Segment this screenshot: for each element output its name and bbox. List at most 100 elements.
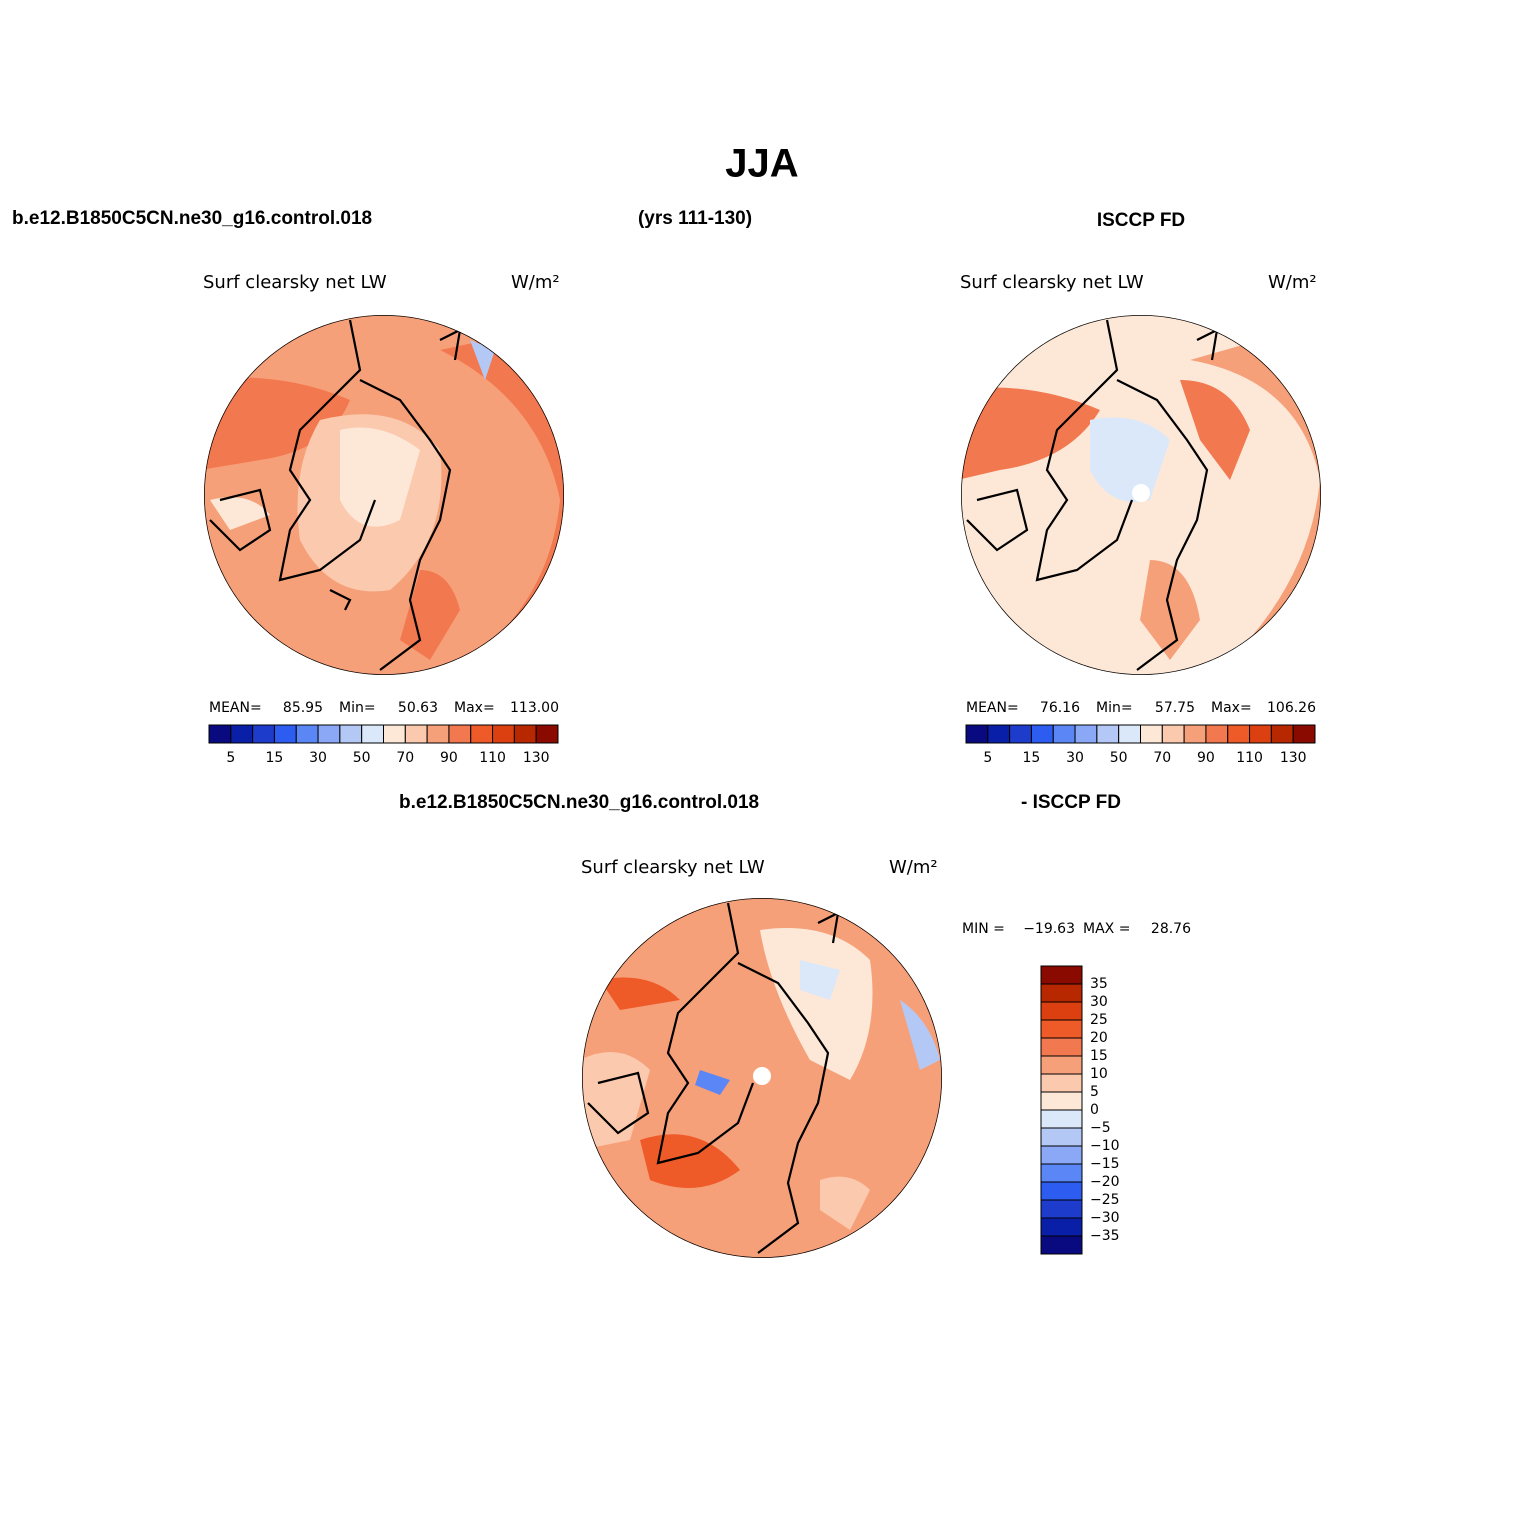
stat-label: Max= [1211,700,1252,716]
colorbar-label: 5 [1090,1084,1099,1100]
colorbar-label: 0 [1090,1102,1099,1118]
variable-name: Surf clearsky net LW [203,272,387,293]
stat-value: 57.75 [1155,700,1195,716]
stat-value: 85.95 [283,700,323,716]
colorbar-swatch [1205,724,1229,744]
colorbar-swatch [361,724,384,744]
colorbar-swatch [1040,1181,1083,1201]
colorbar-swatch [987,724,1011,744]
colorbar-swatch [1040,1199,1083,1219]
colorbar-label: −5 [1090,1120,1111,1136]
colorbar-label: 15 [266,750,284,766]
colorbar-label: −15 [1090,1156,1120,1172]
diff-obs-name: - ISCCP FD [1021,792,1121,813]
colorbar-label: 110 [1236,750,1263,766]
colorbar-label: −10 [1090,1138,1120,1154]
colorbar-swatch [404,724,428,744]
colorbar-label: 70 [1153,750,1171,766]
colorbar-swatch [1040,1055,1083,1075]
colorbar-swatch [1040,1145,1083,1165]
colorbar-label: 130 [1280,750,1307,766]
colorbar-swatch [1040,1127,1083,1147]
colorbar-swatch [1040,1109,1083,1129]
colorbar-swatch [1030,724,1054,744]
colorbar-swatch [470,724,494,744]
colorbar-swatch [1040,1235,1083,1255]
colorbar-swatch [1292,724,1316,744]
colorbar-swatch [965,724,989,744]
colorbar-swatch [208,724,232,744]
colorbar-swatch [1140,724,1163,744]
title: JJA [725,142,798,186]
colorbar-label: 90 [1197,750,1215,766]
stat-value: 106.26 [1267,700,1316,716]
colorbar-label: −35 [1090,1228,1120,1244]
colorbar-swatch [1040,983,1083,1003]
colorbar-swatch [383,724,406,744]
stat-label: MAX = [1083,921,1130,937]
stat-label: Min= [1096,700,1133,716]
colorbar-swatch [273,724,297,744]
colorbar-label: 30 [1066,750,1084,766]
stat-value: 76.16 [1040,700,1080,716]
colorbar-label: 10 [1090,1066,1108,1082]
colorbar-label: 30 [309,750,327,766]
units: W/m² [1268,272,1317,293]
case-name: b.e12.B1850C5CN.ne30_g16.control.018 [12,208,372,229]
colorbar-swatch [1040,965,1083,985]
colorbar-swatch [1040,1037,1083,1057]
colorbar-label: 70 [396,750,414,766]
colorbar-swatch [1040,1163,1083,1183]
colorbar-swatch [1096,724,1120,744]
stat-value: 113.00 [510,700,559,716]
colorbar-swatch [513,724,537,744]
stat-label: MEAN= [209,700,262,716]
colorbar-swatch [1009,724,1032,744]
colorbar-swatch [1040,1073,1083,1093]
colorbar-swatch [339,724,363,744]
variable-name: Surf clearsky net LW [960,272,1144,293]
stat-label: Max= [454,700,495,716]
colorbar-swatch [1270,724,1294,744]
units: W/m² [511,272,560,293]
colorbar-swatch [317,724,341,744]
map-difference [582,898,942,1258]
colorbar-label: 5 [983,750,992,766]
colorbar-label: −30 [1090,1210,1120,1226]
colorbar-swatch [1040,1091,1083,1111]
colorbar-swatch [448,724,472,744]
colorbar-swatch [1227,724,1251,744]
colorbar-label: 25 [1090,1012,1108,1028]
colorbar-swatch [1161,724,1185,744]
colorbar-label: 30 [1090,994,1108,1010]
variable-name: Surf clearsky net LW [581,857,765,878]
stat-label: MEAN= [966,700,1019,716]
stat-label: MIN = [962,921,1005,937]
map-obs [961,315,1321,675]
colorbar-swatch [1118,724,1141,744]
colorbar-swatch [492,724,515,744]
colorbar-swatch [1040,1001,1083,1021]
colorbar-label: 5 [226,750,235,766]
colorbar-swatch [1040,1019,1083,1039]
colorbar-label: 110 [479,750,506,766]
colorbar-swatch [252,724,275,744]
stat-value: 28.76 [1151,921,1191,937]
colorbar-swatch [1052,724,1076,744]
map-model [204,315,564,675]
stat-label: Min= [339,700,376,716]
colorbar-label: 15 [1090,1048,1108,1064]
colorbar-label: 50 [1110,750,1128,766]
colorbar-label: 35 [1090,976,1108,992]
colorbar-swatch [1074,724,1098,744]
colorbar-swatch [230,724,254,744]
colorbar-swatch [535,724,559,744]
colorbar-swatch [426,724,450,744]
years: (yrs 111-130) [638,208,752,229]
colorbar-swatch [295,724,319,744]
colorbar-label: 50 [353,750,371,766]
stat-value: 50.63 [398,700,438,716]
units: W/m² [889,857,938,878]
obs-name: ISCCP FD [1097,210,1185,231]
